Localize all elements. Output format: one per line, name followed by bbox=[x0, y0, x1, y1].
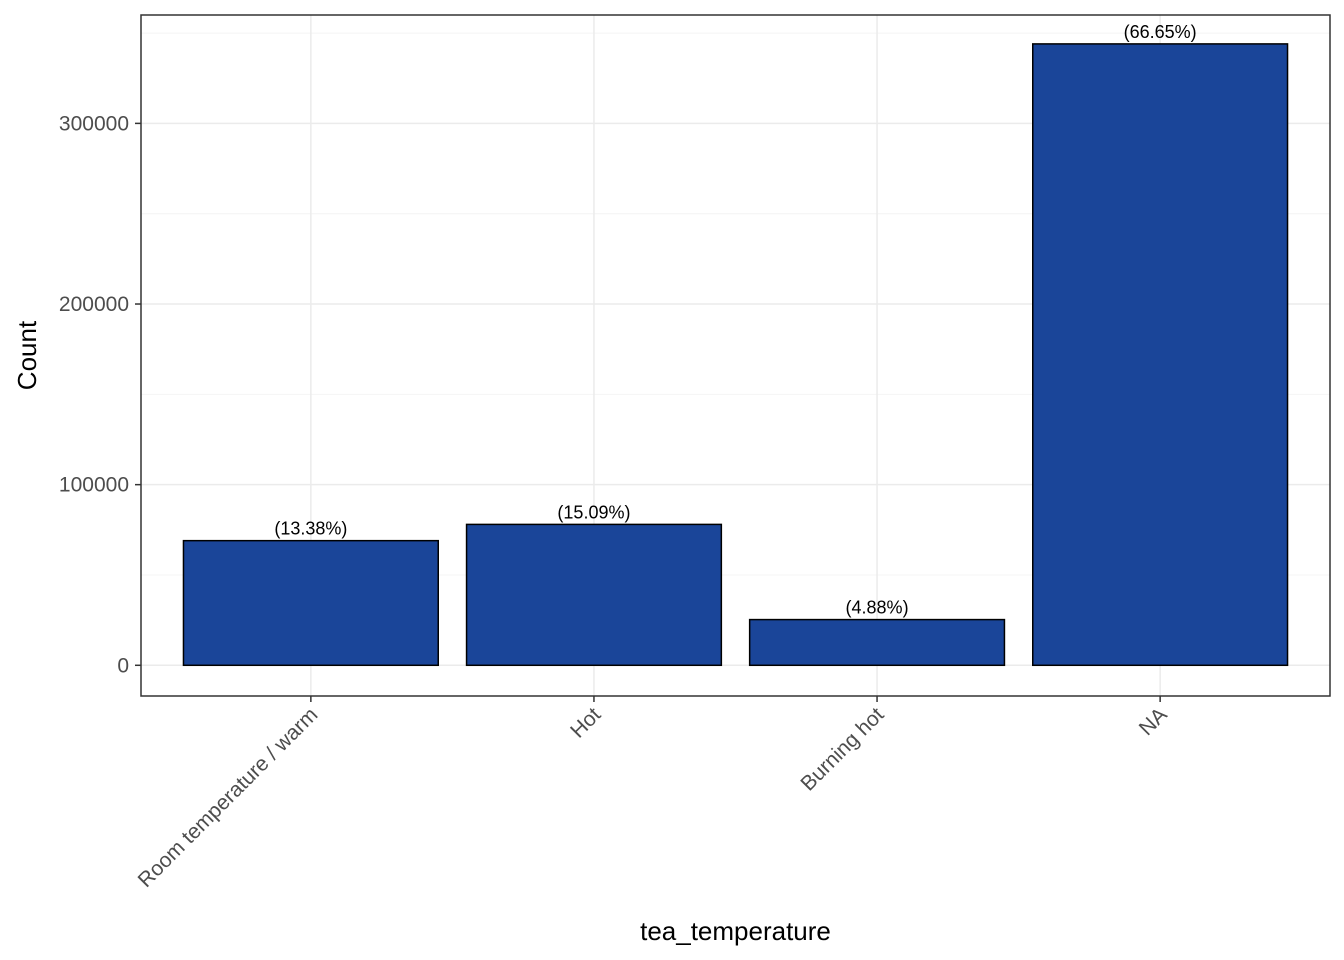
x-tick-label: NA bbox=[1135, 703, 1172, 740]
bars-layer bbox=[182, 43, 1289, 667]
y-tick-label: 200000 bbox=[59, 293, 129, 316]
y-tick-label: 300000 bbox=[59, 112, 129, 135]
x-tick-label: Burning hot bbox=[796, 703, 888, 795]
x-tick-label: Room temperature / warm bbox=[134, 703, 323, 892]
bar-data-label: (13.38%) bbox=[274, 519, 347, 539]
bar-data-label: (4.88%) bbox=[846, 598, 909, 618]
y-axis-title: Count bbox=[12, 320, 42, 390]
bar-data-label: (66.65%) bbox=[1124, 22, 1197, 42]
y-tick-label: 100000 bbox=[59, 474, 129, 497]
panel-border bbox=[140, 14, 1331, 697]
y-tick-label: 0 bbox=[117, 654, 129, 677]
bar bbox=[465, 523, 723, 667]
bar bbox=[748, 618, 1006, 667]
bar bbox=[1032, 43, 1289, 667]
bar bbox=[182, 539, 439, 667]
x-tick-label: Hot bbox=[566, 703, 605, 742]
data-labels-layer: (13.38%) (15.09%) (4.88%) (66.65%) bbox=[274, 22, 1196, 618]
bar-data-label: (15.09%) bbox=[557, 502, 630, 522]
x-axis-title: tea_temperature bbox=[640, 916, 831, 946]
